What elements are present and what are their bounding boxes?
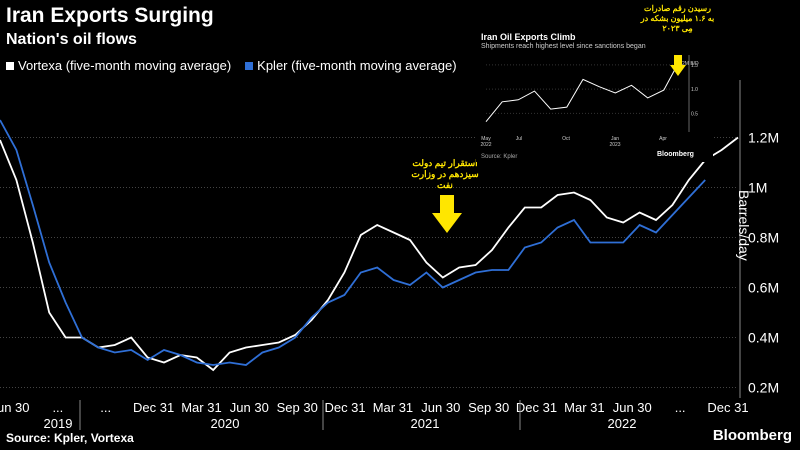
annotation-main-arrow <box>432 195 462 233</box>
x-year-label: 2020 <box>211 416 240 431</box>
chart-subtitle: Nation's oil flows <box>6 31 137 48</box>
annotation-main: استقرار تیم دولت سیزدهم در وزارت نفت <box>411 158 479 190</box>
x-tick-label: Mar 31 <box>564 400 604 415</box>
source-note: Source: Kpler, Vortexa <box>6 431 134 445</box>
y-axis-title: Barrels/day <box>736 190 752 261</box>
arrow-down-icon <box>432 195 462 233</box>
series-line-vortexa <box>0 136 739 372</box>
x-tick-label: Jun 30 <box>613 400 652 415</box>
annotation-inset-arrow <box>670 55 686 76</box>
x-tick-label: Dec 31 <box>133 400 174 415</box>
y-tick-label: 0.8M <box>748 230 779 246</box>
x-tick-label: Mar 31 <box>181 400 221 415</box>
inset-title: Iran Oil Exports Climb <box>481 32 576 42</box>
legend-swatch-kpler <box>245 61 254 70</box>
legend-item-vortexa: Vortexa (five-month moving average) <box>6 58 231 73</box>
legend-label-kpler: Kpler (five-month moving average) <box>257 58 457 73</box>
y-tick-label: 0.6M <box>748 280 779 296</box>
x-tick-label: Mar 31 <box>373 400 413 415</box>
x-year-label: 2021 <box>411 416 440 431</box>
arrow-down-icon <box>670 55 686 76</box>
x-tick-label: ... <box>675 400 686 415</box>
x-tick-label: Dec 31 <box>324 400 365 415</box>
x-tick-label: Sep 30 <box>277 400 318 415</box>
inset-brand: Bloomberg <box>657 151 694 158</box>
bloomberg-logo: Bloomberg <box>712 427 792 444</box>
y-tick-label: 0.2M <box>748 380 779 396</box>
x-tick-label: Dec 31 <box>707 400 748 415</box>
x-tick-label: Jun 30 <box>230 400 269 415</box>
x-tick-label: Jun 30 <box>0 400 30 415</box>
x-year-label: 2022 <box>608 416 637 431</box>
legend-label-vortexa: Vortexa (five-month moving average) <box>18 58 232 73</box>
annotation-inset: رسیدن رقم صادرات به ۱.۶ میلیون بشکه در م… <box>640 4 715 33</box>
legend-item-kpler: Kpler (five-month moving average) <box>245 58 457 73</box>
y-tick-label: 1M <box>748 180 767 196</box>
x-tick-label: Dec 31 <box>516 400 557 415</box>
y-tick-label: 0.4M <box>748 330 779 346</box>
x-year-label: 2019 <box>44 416 73 431</box>
chart-title: Iran Exports Surging <box>6 4 214 27</box>
legend-swatch-vortexa <box>6 61 14 70</box>
inset-source: Source: Kpler <box>481 154 518 160</box>
series-line-kpler <box>0 119 706 366</box>
y-tick-label: 1.2M <box>748 130 779 146</box>
x-tick-label: Sep 30 <box>468 400 509 415</box>
x-tick-label: Jun 30 <box>421 400 460 415</box>
x-tick-label: ... <box>100 400 111 415</box>
inset-subtitle: Shipments reach highest level since sanc… <box>481 43 646 50</box>
x-tick-label: ... <box>52 400 63 415</box>
legend: Vortexa (five-month moving average) Kple… <box>6 58 457 73</box>
